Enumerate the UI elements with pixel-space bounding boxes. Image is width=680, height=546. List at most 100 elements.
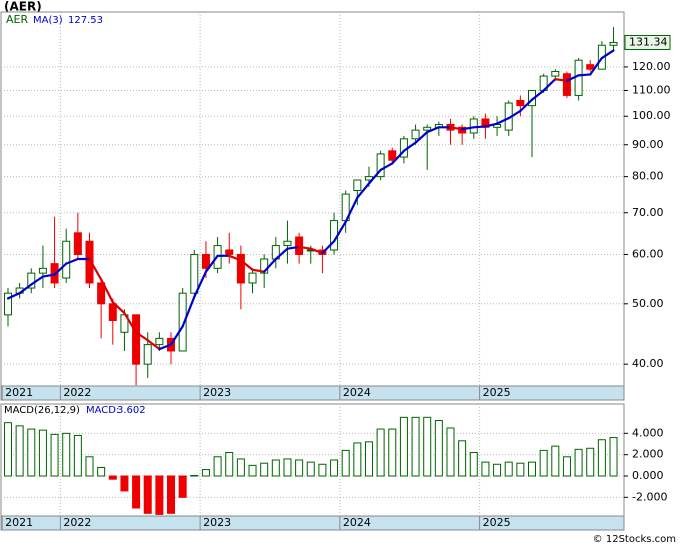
ma-segment [519,98,534,112]
y-tick-label: 2.000 [632,448,664,461]
ma-segment [565,74,580,82]
ma-segment [239,259,254,271]
ma-segment [589,56,603,76]
y-tick-label: 110.00 [632,83,671,96]
candle-body [97,282,106,305]
candle-body [201,253,210,269]
ma-segment [88,257,103,281]
macd-bar [62,432,71,477]
y-tick-label: 0.000 [632,469,664,482]
candle-body [62,240,71,279]
macd-bar [27,428,36,477]
plot-frame [0,11,625,387]
macd-bar [201,469,210,477]
y-tick-label: -2.000 [632,490,667,503]
ma-segment [169,325,184,346]
macd-bar [528,461,537,477]
ma-segment [181,295,196,328]
y-tick-label: 90.00 [632,138,664,151]
ma-legend: MA(3) [33,15,63,26]
y-tick-label: 80.00 [632,170,664,183]
macd-bar [562,456,571,477]
price-label: 131.34 [629,35,668,48]
macd-bar [213,456,222,477]
ma-segment [402,141,417,152]
chart-title: (AER) [4,0,42,14]
ma-segment [461,126,475,131]
x-tick-label: 2024 [343,516,371,529]
ma-segment [542,78,557,92]
candle-body [376,153,385,178]
macd-bar [295,459,304,477]
plot-frame [0,403,625,517]
candle-body [225,249,234,255]
ma-segment [100,278,114,304]
candle-body [27,272,36,289]
candle-body [411,129,420,140]
ma-segment [554,78,569,82]
ma-segment [158,343,173,351]
macd-name: MACD: [86,405,119,416]
ma-segment [356,182,371,199]
candle-body [260,258,269,274]
macd-bar [399,416,408,477]
macd-bar [504,461,513,477]
macd-bar [15,425,24,477]
macd-bar [574,448,583,477]
ma-segment [65,257,79,265]
macd-bar [586,447,595,477]
macd-bar [236,458,245,477]
date-band [0,385,625,401]
ma-segment [414,131,429,144]
ma-segment [251,268,266,273]
ma-segment [134,331,149,342]
ma-segment [263,257,277,273]
macd-bar [190,474,199,477]
ma-segment [484,122,499,128]
candle-body [155,337,164,346]
y-tick-label: 40.00 [632,357,664,370]
candle-body [85,240,94,284]
symbol-label: AER [6,13,28,26]
ma-segment [449,126,464,131]
macd-last-value: 3.602 [117,405,146,416]
ma-segment [228,254,242,262]
x-tick-label: 2022 [63,386,91,399]
macd-bar [446,427,455,477]
ma-segment [391,149,406,165]
candle-body [178,292,187,352]
macd-title: MACD(26,12,9) [4,405,80,416]
candle-body [586,64,595,70]
macd-bar [341,449,350,477]
macd-bar [225,452,234,477]
macd-bar [469,452,478,477]
candle-body [295,236,304,255]
ma-segment [30,275,45,286]
macd-bar [167,475,176,514]
x-tick-label: 2023 [203,386,231,399]
macd-bar [85,456,94,477]
macd-bar [73,434,82,477]
macd-bar [38,429,47,477]
macd-bar [516,462,525,477]
macd-bar [364,441,373,477]
macd-bar [330,459,339,477]
x-tick-label: 2025 [483,386,511,399]
ma-last-value: 127.53 [68,15,103,26]
macd-bar [132,475,141,509]
x-tick-label: 2024 [343,386,371,399]
ma-segment [286,245,301,250]
y-tick-label: 120.00 [632,60,671,73]
candle-body [143,344,152,365]
y-tick-label: 4.000 [632,426,664,439]
x-tick-label: 2021 [5,386,33,399]
x-tick-label: 2023 [203,516,231,529]
macd-bar [143,475,152,514]
macd-bar [306,461,315,477]
macd-bar [178,475,187,498]
x-tick-label: 2022 [63,516,91,529]
ma-segment [344,196,359,223]
macd-bar [434,420,443,477]
candle-body [551,70,560,77]
